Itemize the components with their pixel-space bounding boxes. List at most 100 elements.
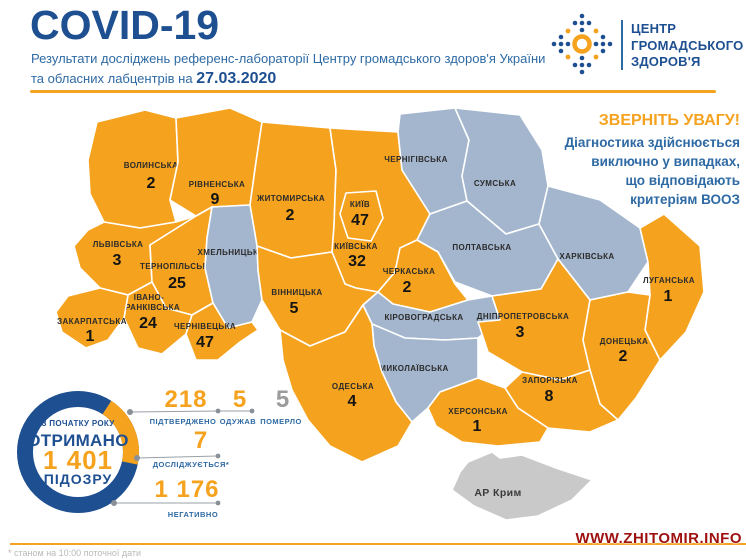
region-value: 8 bbox=[545, 388, 554, 405]
region-khersonska: ХЕРСОНСЬКА 1 bbox=[427, 377, 549, 447]
region-odeska-shape bbox=[279, 304, 413, 463]
region-value: 1 bbox=[473, 418, 482, 435]
region-label: ЧЕРНІВЕЦЬКА bbox=[174, 322, 236, 331]
notice-line: виключно у випадках, bbox=[591, 154, 740, 169]
region-label: ОДЕСЬКА bbox=[332, 382, 374, 391]
region-value: 2 bbox=[403, 279, 412, 296]
region-value: 3 bbox=[113, 252, 122, 269]
logo-dot-pattern bbox=[551, 13, 613, 75]
region-chernivetska-shape bbox=[185, 302, 259, 361]
region-khersonska-shape bbox=[427, 377, 549, 447]
region-krym: АР Крим bbox=[451, 451, 593, 521]
subtitle-line2-text: та обласних лабцентрів на bbox=[31, 71, 197, 86]
region-zhytomyrska: ЖИТОМИРСЬКА 2 bbox=[249, 121, 337, 259]
donut-line3: ПІДОЗРУ bbox=[44, 471, 112, 487]
logo-wordmark: ЦЕНТР ГРОМАДСЬКОГО ЗДОРОВ'Я bbox=[631, 21, 743, 71]
stat-recovered-label: ОДУЖАВ bbox=[220, 417, 257, 426]
region-volynska: ВОЛИНСЬКА 2 bbox=[87, 109, 179, 229]
stat-negative-label: НЕГАТИВНО bbox=[168, 510, 218, 519]
connector-dot bbox=[215, 500, 221, 506]
region-value: 2 bbox=[147, 175, 156, 192]
region-value: 3 bbox=[516, 324, 525, 341]
region-value: 5 bbox=[290, 300, 299, 317]
region-value: 9 bbox=[211, 191, 220, 208]
summary-stats: 218 ПІДТВЕРДЖЕНО 5 ОДУЖАВ 5 ПОМЕРЛО 7 ДО… bbox=[150, 386, 302, 519]
footnote: * станом на 10:00 поточної дати bbox=[8, 548, 142, 558]
stat-died-label: ПОМЕРЛО bbox=[260, 417, 302, 426]
region-label-line2: ФРАНКІВСЬКА bbox=[118, 303, 180, 312]
region-label: ПОЛТАВСЬКА bbox=[452, 243, 511, 252]
region-label: ЗАПОРІЗЬКА bbox=[522, 376, 578, 385]
region-label-line1: ІВАНО- bbox=[134, 293, 164, 302]
region-label: ХАРКІВСЬКА bbox=[559, 252, 614, 261]
page-title: COVID-19 bbox=[30, 2, 220, 48]
region-value: 2 bbox=[619, 348, 628, 365]
region-value: 47 bbox=[351, 212, 369, 229]
stat-confirmed-value: 218 bbox=[164, 386, 207, 413]
region-luhanska-shape bbox=[639, 213, 705, 361]
region-kyiv-city-shape bbox=[339, 190, 384, 242]
region-label: ЛУГАНСЬКА bbox=[643, 276, 695, 285]
stat-investigated-value: 7 bbox=[194, 427, 208, 454]
region-label: ХЕРСОНСЬКА bbox=[448, 407, 508, 416]
region-label: КИЇВСЬКА bbox=[334, 242, 378, 251]
stat-negative-value: 1 176 bbox=[154, 476, 219, 503]
donut-orange-segment bbox=[102, 400, 139, 465]
public-health-center-logo-icon bbox=[551, 13, 613, 75]
region-value: 47 bbox=[196, 334, 214, 351]
region-label: СУМСЬКА bbox=[474, 179, 516, 188]
stat-confirmed-label: ПІДТВЕРДЖЕНО bbox=[150, 417, 217, 426]
logo-accent-dots bbox=[565, 28, 599, 60]
stat-recovered-value: 5 bbox=[233, 386, 247, 413]
region-label: ХМЕЛЬНИЦЬКА bbox=[198, 248, 265, 257]
footer-divider bbox=[10, 543, 746, 545]
header-divider bbox=[30, 90, 716, 93]
region-zhytomyrska-shape bbox=[249, 121, 337, 259]
region-label: ДОНЕЦЬКА bbox=[600, 337, 649, 346]
region-krym-shape bbox=[451, 451, 593, 521]
logo-separator bbox=[621, 20, 623, 70]
stat-investigated-label: ДОСЛІДЖУЄТЬСЯ* bbox=[153, 460, 230, 469]
subtitle-line2: та обласних лабцентрів на 27.03.2020 bbox=[31, 70, 276, 88]
donut-line1: З ПОЧАТКУ РОКУ bbox=[41, 419, 115, 428]
region-zakarpatska: ЗАКАРПАТСЬКА 1 bbox=[55, 287, 129, 349]
region-label: ТЕРНОПІЛЬСЬКА bbox=[140, 262, 214, 271]
region-label: ЛЬВІВСЬКА bbox=[93, 240, 144, 249]
region-label: КІРОВОГРАДСЬКА bbox=[384, 313, 463, 322]
notice-line: що відповідають bbox=[625, 173, 740, 188]
donut-line2: ОТРИМАНО bbox=[27, 431, 129, 450]
connector-dot bbox=[215, 453, 221, 459]
connector-dot bbox=[127, 409, 133, 415]
notice-line: критеріям ВООЗ bbox=[630, 192, 740, 207]
region-value: 4 bbox=[348, 393, 357, 410]
connector-dot bbox=[215, 408, 221, 414]
region-kyiv-city: КИЇВ 47 bbox=[339, 190, 384, 242]
connector-dot bbox=[111, 500, 117, 506]
subtitle-line1: Результати досліджень референс-лаборатор… bbox=[31, 51, 546, 66]
region-value: 1 bbox=[86, 328, 95, 345]
notice-line: Діагностика здійснюється bbox=[564, 135, 740, 150]
logo-line3: ЗДОРОВ'Я bbox=[631, 54, 701, 69]
attention-notice: ЗВЕРНІТЬ УВАГУ! Діагностика здійснюється… bbox=[565, 112, 740, 209]
region-zakarpatska-shape bbox=[55, 287, 129, 349]
region-donetska: ДОНЕЦЬКА 2 bbox=[582, 291, 661, 421]
logo-line1: ЦЕНТР bbox=[631, 21, 677, 36]
report-date: 27.03.2020 bbox=[196, 70, 277, 87]
region-value: 25 bbox=[168, 275, 186, 292]
region-chernivetska: ЧЕРНІВЕЦЬКА 47 bbox=[174, 302, 259, 361]
region-donetska-shape bbox=[582, 291, 661, 421]
region-value: 24 bbox=[139, 315, 157, 332]
suspicions-donut: З ПОЧАТКУ РОКУ ОТРИМАНО 1 401 ПІДОЗРУ bbox=[17, 391, 139, 513]
logo-line2: ГРОМАДСЬКОГО bbox=[631, 37, 744, 53]
connector-line-investigated bbox=[136, 455, 219, 459]
region-rivnenska: РІВНЕНСЬКА 9 bbox=[169, 107, 263, 217]
notice-title: ЗВЕРНІТЬ УВАГУ! bbox=[598, 112, 740, 129]
region-label: ВІННИЦЬКА bbox=[271, 288, 322, 297]
region-label: МИКОЛАЇВСЬКА bbox=[379, 364, 448, 373]
region-label: ЖИТОМИРСЬКА bbox=[256, 194, 325, 203]
region-label: РІВНЕНСЬКА bbox=[189, 180, 245, 189]
region-label: ДНІПРОПЕТРОВСЬКА bbox=[477, 312, 569, 321]
connector-lines bbox=[111, 408, 255, 506]
watermark: WWW.ZHITOMIR.INFO bbox=[575, 530, 742, 547]
